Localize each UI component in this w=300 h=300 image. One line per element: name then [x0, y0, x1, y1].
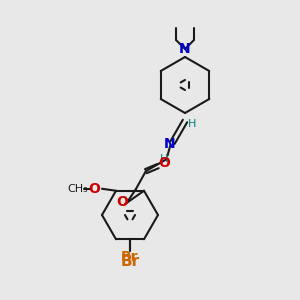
Text: O: O — [116, 195, 128, 209]
Text: Br: Br — [121, 250, 139, 264]
Text: N: N — [179, 42, 191, 56]
Text: CH₃: CH₃ — [68, 184, 88, 194]
Text: H: H — [188, 119, 196, 129]
Text: H: H — [160, 154, 169, 164]
Text: N: N — [164, 137, 175, 151]
Text: Br: Br — [120, 254, 140, 269]
Text: O: O — [158, 156, 170, 170]
Text: O: O — [88, 182, 100, 196]
